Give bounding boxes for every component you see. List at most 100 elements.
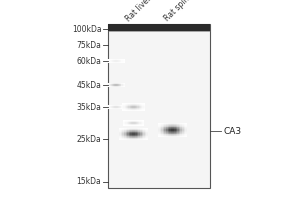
Bar [140, 106, 141, 107]
Bar [174, 128, 176, 129]
Bar [163, 126, 165, 127]
Bar [116, 86, 117, 87]
Bar [129, 120, 130, 121]
Bar [177, 136, 179, 137]
Bar [160, 127, 161, 128]
Bar [122, 84, 124, 85]
Bar [172, 130, 174, 131]
Bar [172, 134, 174, 135]
Bar [177, 127, 179, 128]
Bar [132, 137, 134, 138]
Bar [116, 84, 117, 85]
Bar [110, 107, 112, 108]
Bar [182, 125, 184, 126]
Bar [163, 130, 165, 131]
Bar [130, 120, 131, 121]
Bar [124, 130, 126, 131]
Bar [177, 133, 179, 134]
Bar [122, 109, 124, 110]
Bar [172, 126, 174, 127]
Bar [125, 128, 127, 129]
Bar [125, 136, 127, 137]
Bar [123, 104, 125, 105]
Bar [144, 106, 145, 107]
Bar [166, 128, 168, 129]
Bar [110, 86, 111, 87]
Bar [122, 108, 123, 109]
Bar [124, 138, 126, 139]
Bar [125, 139, 127, 140]
Bar [113, 107, 115, 108]
Bar [141, 103, 142, 104]
Bar [142, 137, 143, 138]
Bar [146, 137, 148, 138]
Bar [113, 106, 115, 107]
Bar [107, 105, 109, 106]
Bar [119, 132, 121, 133]
Bar [138, 129, 140, 130]
Bar [179, 131, 181, 132]
Bar [131, 109, 132, 110]
Bar [181, 126, 182, 127]
Bar [145, 138, 146, 139]
Bar [127, 123, 128, 124]
Bar [125, 123, 127, 124]
Bar [113, 61, 115, 62]
Bar [146, 135, 148, 136]
Bar [127, 137, 129, 138]
Bar [121, 86, 122, 87]
Bar [184, 126, 185, 127]
Bar [145, 128, 146, 129]
Bar [163, 133, 165, 134]
Bar [129, 135, 130, 136]
Bar [185, 133, 187, 134]
Bar [127, 139, 129, 140]
Bar [146, 139, 148, 140]
Bar [185, 134, 187, 135]
Bar [140, 120, 142, 121]
Bar [132, 120, 134, 121]
Bar [122, 107, 123, 108]
Bar [118, 106, 119, 107]
Bar [185, 130, 187, 131]
Bar [172, 133, 174, 134]
Bar [164, 130, 166, 131]
Bar [131, 103, 132, 104]
Bar [163, 126, 165, 127]
Bar [144, 110, 145, 111]
Bar [125, 121, 127, 122]
Bar [124, 123, 125, 124]
Bar [121, 139, 122, 140]
Bar [128, 108, 130, 109]
Bar [119, 84, 121, 85]
Bar [131, 107, 132, 108]
Bar [116, 86, 118, 87]
Bar [107, 62, 109, 63]
Bar [122, 61, 124, 62]
Bar [161, 136, 163, 137]
Bar [108, 24, 210, 188]
Bar [110, 106, 111, 107]
Bar [134, 107, 135, 108]
Bar [164, 135, 166, 136]
Bar [176, 131, 178, 132]
Bar [128, 123, 129, 124]
Bar [131, 108, 132, 109]
Bar [161, 132, 163, 133]
Bar [139, 122, 141, 123]
Bar [112, 83, 114, 84]
Bar [116, 85, 117, 86]
Bar [176, 127, 178, 128]
Bar [115, 106, 116, 107]
Bar [135, 133, 137, 134]
Bar [137, 107, 139, 108]
Bar [118, 86, 120, 87]
Bar [122, 60, 124, 61]
Bar [132, 130, 134, 131]
Bar [116, 59, 118, 60]
Bar [109, 106, 110, 107]
Bar [139, 105, 140, 106]
Bar [160, 124, 161, 125]
Bar [176, 125, 178, 126]
Bar [138, 125, 140, 126]
